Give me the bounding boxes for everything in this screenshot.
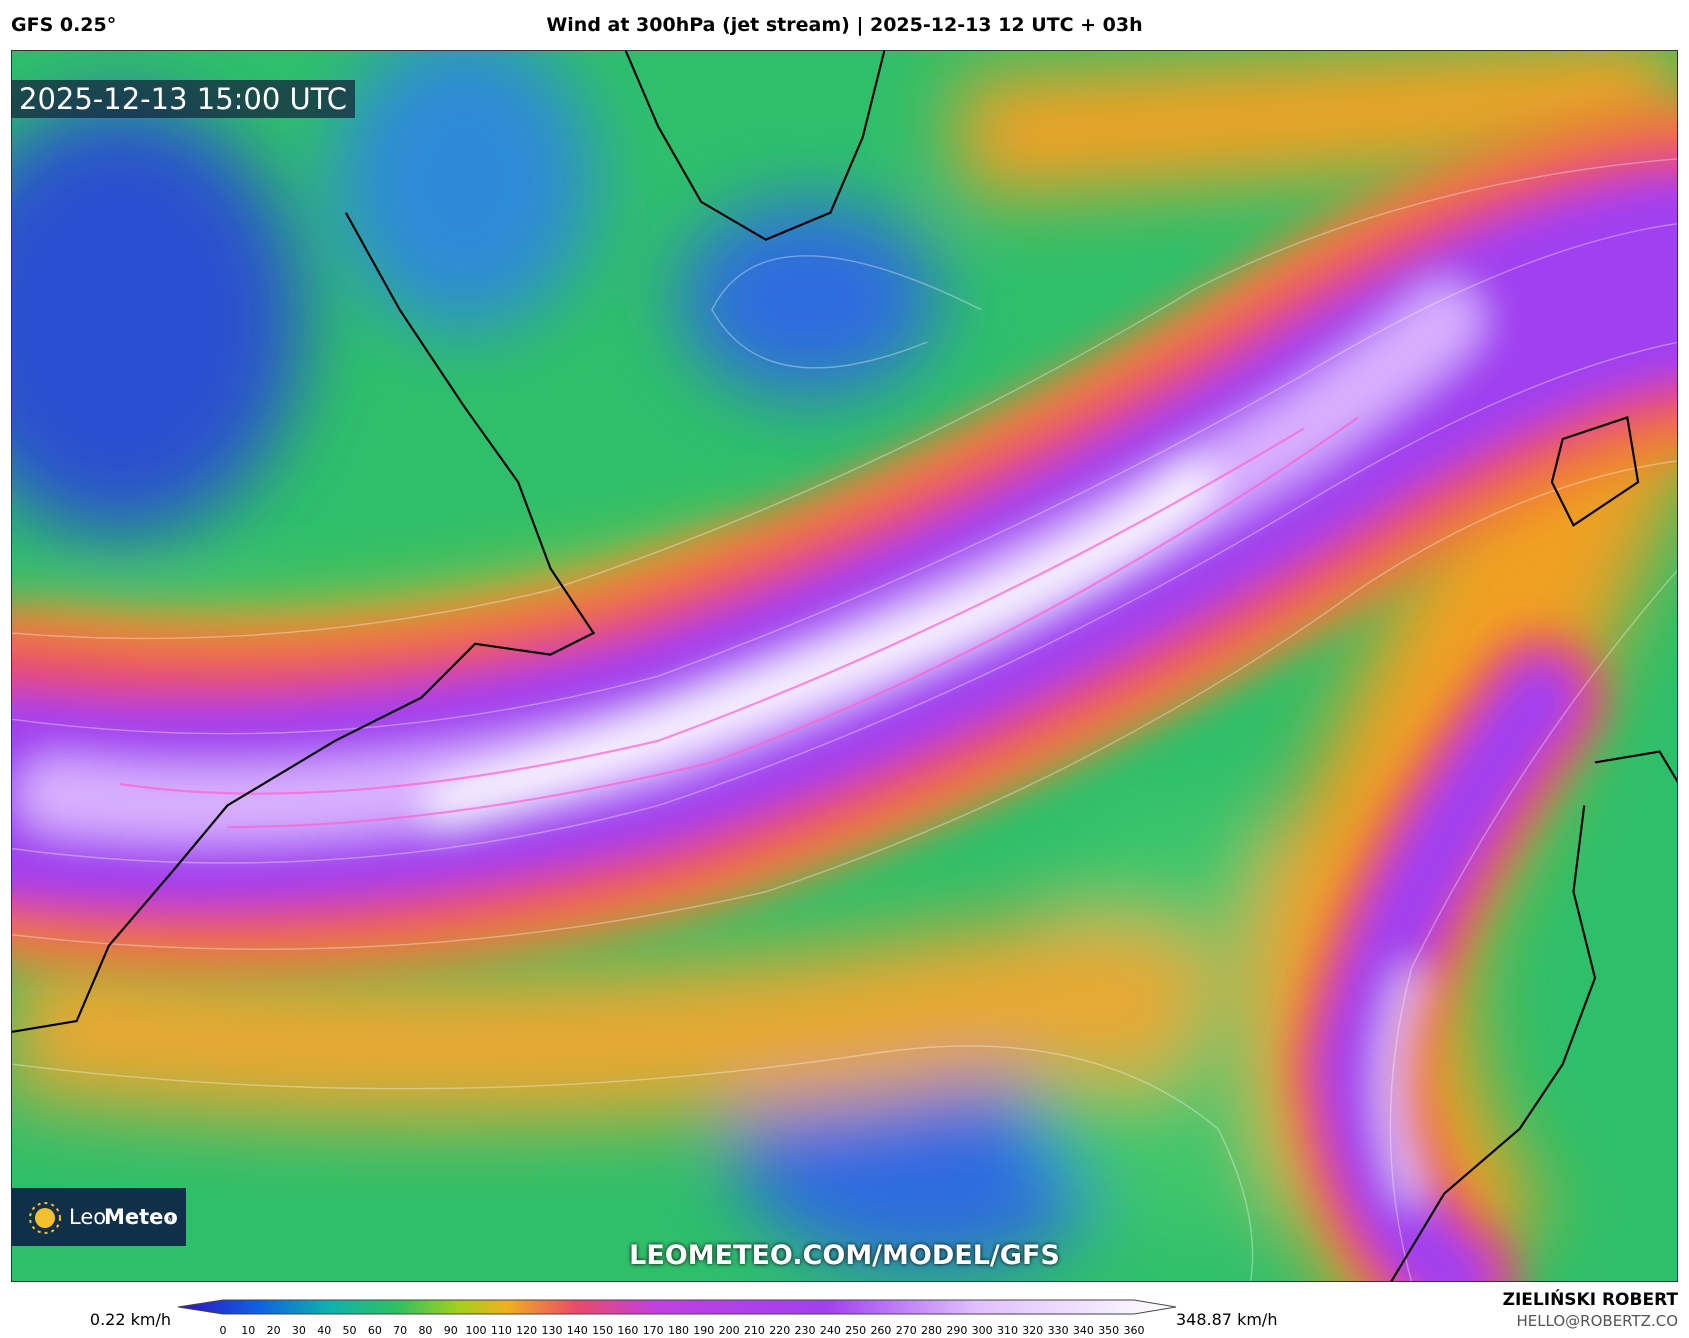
legend-tick-label: 220 (769, 1324, 791, 1337)
legend-max: 348.87 km/h (1176, 1310, 1278, 1329)
legend-tick-label: 80 (418, 1324, 433, 1337)
logo-icon (29, 1202, 61, 1234)
legend-tick-label: 130 (541, 1324, 563, 1337)
legend-tick-label: 10 (241, 1324, 256, 1337)
legend-tick-label: 280 (921, 1324, 943, 1337)
wind-map[interactable] (11, 50, 1678, 1282)
legend-tick-label: 190 (693, 1324, 715, 1337)
legend-tick-label: 180 (668, 1324, 689, 1337)
legend-tick-label: 200 (718, 1324, 740, 1337)
legend-tick-label: 230 (794, 1324, 816, 1337)
legend-tick-label: 120 (516, 1324, 538, 1337)
legend-tick-label: 310 (996, 1324, 1018, 1337)
logo-light: Leo (69, 1205, 107, 1229)
logo-bold: Meteo (104, 1205, 178, 1229)
legend-tick-label: 260 (870, 1324, 892, 1337)
legend-min: 0.22 km/h (89, 1310, 171, 1329)
legend-tick-label: 170 (642, 1324, 664, 1337)
legend-tick-label: 150 (592, 1324, 614, 1337)
logo[interactable]: Leo Meteo pl (11, 1188, 186, 1246)
valid-time: 2025-12-13 15:00 UTC (11, 80, 356, 118)
legend-tick-label: 160 (617, 1324, 639, 1337)
legend-tick-label: 40 (317, 1324, 332, 1337)
legend-tick-label: 300 (971, 1324, 993, 1337)
legend-tick-label: 100 (465, 1324, 487, 1337)
legend-tick-label: 110 (490, 1324, 512, 1337)
legend-tick-label: 70 (393, 1324, 408, 1337)
legend-tick-label: 320 (1022, 1324, 1044, 1337)
email: HELLO@ROBERTZ.CO (1516, 1312, 1678, 1330)
legend-tick-label: 350 (1098, 1324, 1120, 1337)
logo-suffix: pl (166, 1215, 174, 1224)
legend-tick-label: 210 (743, 1324, 765, 1337)
legend-tick-label: 20 (266, 1324, 281, 1337)
legend-tick-label: 330 (1047, 1324, 1069, 1337)
legend-tick-label: 60 (367, 1324, 382, 1337)
wind-field (12, 51, 1677, 1281)
author: ZIELIŃSKI ROBERT (1502, 1290, 1678, 1310)
map-title: Wind at 300hPa (jet stream) | 2025-12-13… (546, 14, 1143, 36)
legend-tick-label: 240 (819, 1324, 841, 1337)
legend-tick-label: 90 (443, 1324, 458, 1337)
legend-tick-label: 270 (895, 1324, 917, 1337)
legend-tick-label: 360 (1123, 1324, 1145, 1337)
legend-tick-label: 50 (342, 1324, 357, 1337)
legend-tick-label: 0 (219, 1324, 227, 1337)
legend-tick-label: 140 (566, 1324, 588, 1337)
model-label: GFS 0.25° (11, 14, 117, 36)
legend-tick-label: 30 (291, 1324, 306, 1337)
legend-tick-label: 250 (845, 1324, 867, 1337)
colorbar (177, 1299, 1177, 1315)
watermark: LEOMETEO.COM/MODEL/GFS (629, 1240, 1060, 1271)
legend-tick-label: 290 (946, 1324, 968, 1337)
legend-tick-label: 340 (1072, 1324, 1094, 1337)
